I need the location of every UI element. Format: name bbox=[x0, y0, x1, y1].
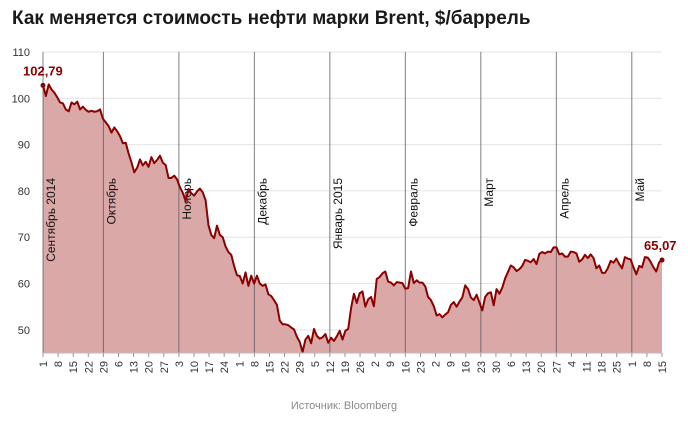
x-tick-label: 27 bbox=[159, 361, 171, 373]
x-tick-label: 9 bbox=[446, 361, 458, 367]
month-label: Сентябрь 2014 bbox=[44, 178, 58, 262]
x-tick-label: 2 bbox=[370, 361, 382, 367]
x-tick-label: 13 bbox=[129, 361, 141, 373]
x-tick-label: 25 bbox=[612, 361, 624, 373]
chart-title: Как меняется стоимость нефти марки Brent… bbox=[12, 8, 531, 29]
x-tick-label: 23 bbox=[415, 361, 427, 373]
x-tick-label: 2 bbox=[431, 361, 443, 367]
x-tick-label: 18 bbox=[597, 361, 609, 373]
x-tick-label: 26 bbox=[355, 361, 367, 373]
x-tick-label: 19 bbox=[340, 361, 352, 373]
annotation-label: 102,79 bbox=[23, 63, 63, 78]
x-tick-label: 15 bbox=[68, 361, 80, 373]
x-tick-label: 9 bbox=[385, 361, 397, 367]
x-tick-label: 5 bbox=[310, 361, 322, 367]
y-tick-label: 70 bbox=[18, 232, 30, 244]
x-tick-label: 1 bbox=[627, 361, 639, 367]
x-tick-label: 30 bbox=[491, 361, 503, 373]
month-label: Апрель bbox=[557, 178, 571, 219]
price-line bbox=[42, 83, 663, 354]
x-tick-label: 22 bbox=[280, 361, 292, 373]
x-tick-label: 1 bbox=[38, 361, 50, 367]
y-tick-label: 90 bbox=[18, 140, 30, 152]
x-tick-label: 27 bbox=[551, 361, 563, 373]
y-tick-label: 50 bbox=[18, 325, 30, 337]
y-tick-label: 80 bbox=[18, 186, 30, 198]
y-tick-label: 60 bbox=[18, 279, 30, 291]
x-tick-label: 12 bbox=[325, 361, 337, 373]
x-tick-label: 13 bbox=[521, 361, 533, 373]
annotation-point bbox=[659, 257, 665, 263]
y-tick-label: 110 bbox=[12, 47, 30, 59]
x-tick-label: 11 bbox=[582, 361, 594, 372]
month-label: Февраль bbox=[406, 178, 420, 227]
x-tick-label: 8 bbox=[53, 361, 65, 367]
y-tick-label: 100 bbox=[12, 93, 30, 105]
x-tick-label: 17 bbox=[204, 361, 216, 373]
x-tick-label: 15 bbox=[264, 361, 276, 373]
x-tick-label: 3 bbox=[174, 361, 186, 367]
x-tick-label: 1 bbox=[234, 361, 246, 367]
month-label: Декабрь bbox=[255, 178, 269, 225]
source-note: Источник: Bloomberg bbox=[290, 400, 398, 412]
x-tick-label: 24 bbox=[219, 361, 231, 373]
x-tick-label: 23 bbox=[476, 361, 488, 373]
x-tick-label: 6 bbox=[506, 361, 518, 367]
month-label: Октябрь bbox=[104, 178, 118, 225]
x-tick-label: 8 bbox=[249, 361, 261, 367]
annotation-label: 65,07 bbox=[644, 238, 677, 253]
x-tick-label: 16 bbox=[461, 361, 473, 373]
x-tick-label: 10 bbox=[189, 361, 201, 373]
month-label: Март bbox=[482, 178, 496, 207]
month-label: Январь 2015 bbox=[331, 178, 345, 249]
x-tick-label: 15 bbox=[657, 361, 669, 373]
x-tick-label: 8 bbox=[642, 361, 654, 367]
x-tick-label: 29 bbox=[295, 361, 307, 373]
x-tick-label: 22 bbox=[83, 361, 95, 373]
price-area bbox=[43, 84, 662, 354]
x-tick-label: 4 bbox=[566, 361, 578, 367]
month-label: Май bbox=[633, 178, 647, 202]
x-tick-label: 6 bbox=[113, 361, 125, 367]
annotation-point bbox=[40, 82, 46, 88]
x-tick-label: 29 bbox=[98, 361, 110, 373]
x-tick-label: 16 bbox=[400, 361, 412, 373]
x-tick-label: 20 bbox=[144, 361, 156, 373]
x-tick-label: 20 bbox=[536, 361, 548, 373]
